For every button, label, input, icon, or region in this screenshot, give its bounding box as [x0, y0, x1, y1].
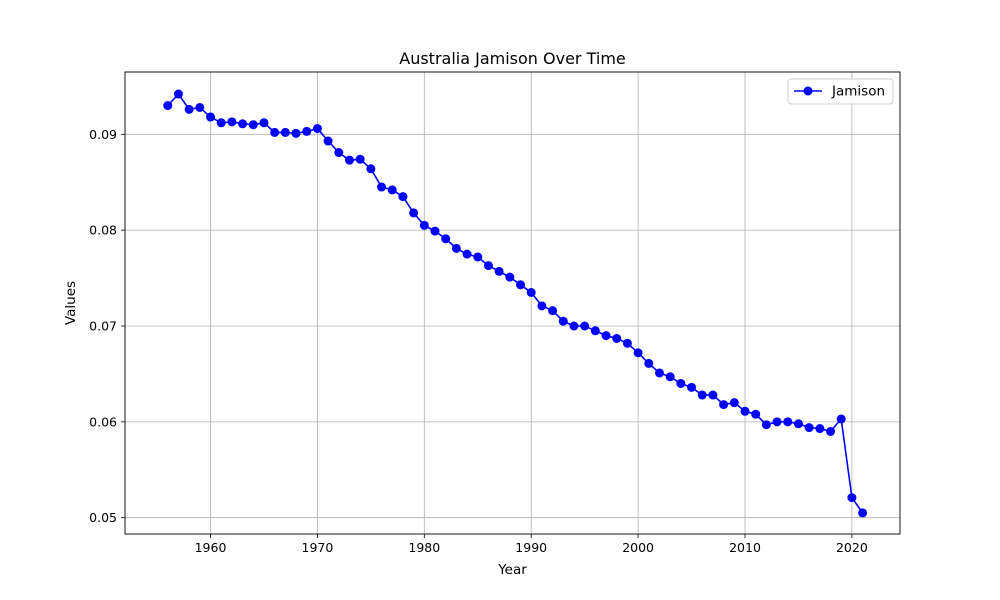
x-tick-label: 2020 [836, 540, 868, 555]
plot-frame [124, 71, 901, 535]
legend-box [787, 78, 894, 105]
data-point [334, 148, 344, 158]
data-point [601, 331, 611, 341]
data-point [826, 426, 836, 436]
data-point [761, 420, 771, 430]
y-tick-label: 0.09 [89, 127, 117, 142]
y-tick-label: 0.06 [89, 414, 117, 429]
data-point [312, 124, 322, 134]
data-point [195, 102, 205, 112]
legend-series-label: Jamison [831, 84, 885, 100]
data-point [569, 321, 579, 331]
data-point [366, 164, 376, 174]
data-point [355, 154, 365, 164]
data-point [173, 89, 183, 99]
data-point [451, 243, 461, 253]
legend: Jamison [787, 78, 894, 105]
data-point [708, 390, 718, 400]
data-point [419, 220, 429, 230]
data-point [804, 423, 814, 433]
data-point [216, 118, 226, 128]
data-point [697, 390, 707, 400]
data-point [537, 301, 547, 311]
data-point [687, 382, 697, 392]
data-point [676, 379, 686, 389]
data-point [184, 104, 194, 114]
data-point [654, 368, 664, 378]
data-point [751, 409, 761, 419]
data-point [409, 208, 419, 218]
data-point [398, 192, 408, 202]
data-point [644, 358, 654, 368]
data-point [302, 126, 312, 136]
data-point [558, 316, 568, 326]
y-tick-label: 0.05 [89, 510, 117, 525]
data-point [248, 120, 258, 130]
x-tick-label: 1990 [515, 540, 547, 555]
data-point [526, 287, 536, 297]
data-point [483, 261, 493, 271]
data-point [836, 414, 846, 424]
data-point [719, 400, 729, 410]
data-point [280, 127, 290, 137]
data-point [441, 234, 451, 244]
data-point [238, 119, 248, 129]
data-point [590, 326, 600, 336]
data-point [473, 252, 483, 262]
chart-title: Australia Jamison Over Time [399, 49, 626, 68]
data-point [291, 128, 301, 138]
data-point [633, 348, 643, 358]
y-axis-title: Values [63, 281, 79, 325]
x-tick-label: 1960 [195, 540, 227, 555]
data-point [612, 333, 622, 343]
axis-ticks: 1960 1970 1980 1990 2000 2010 2020 0.05 0.06 0.07… [89, 127, 868, 555]
x-tick-label: 1980 [408, 540, 440, 555]
data-point [729, 398, 739, 408]
data-point [206, 112, 216, 122]
data-point [163, 101, 173, 111]
data-point [548, 306, 558, 316]
data-point [387, 185, 397, 195]
data-point [772, 417, 782, 427]
x-axis-title: Year [497, 562, 527, 578]
data-point [665, 372, 675, 382]
data-point [344, 155, 354, 165]
data-point [815, 424, 825, 434]
x-tick-label: 2000 [622, 540, 654, 555]
data-point [858, 508, 868, 518]
data-point [793, 419, 803, 429]
data-point [783, 417, 793, 427]
data-point [740, 406, 750, 416]
data-point [227, 117, 237, 127]
y-tick-label: 0.08 [89, 223, 117, 238]
data-point [516, 280, 526, 290]
y-tick-label: 0.07 [89, 319, 117, 334]
data-point [323, 136, 333, 146]
x-tick-label: 2010 [729, 540, 761, 555]
data-point [430, 226, 440, 236]
x-tick-label: 1970 [302, 540, 334, 555]
data-point [847, 493, 857, 503]
data-point [377, 182, 387, 192]
grid-lines [125, 72, 900, 534]
data-point [494, 266, 504, 276]
data-point [580, 321, 590, 331]
data-series [163, 89, 868, 518]
legend-series-marker [803, 86, 813, 96]
data-point [505, 272, 515, 282]
data-point [622, 338, 632, 348]
data-point [259, 118, 269, 128]
data-point [270, 127, 280, 137]
data-point [462, 249, 472, 259]
